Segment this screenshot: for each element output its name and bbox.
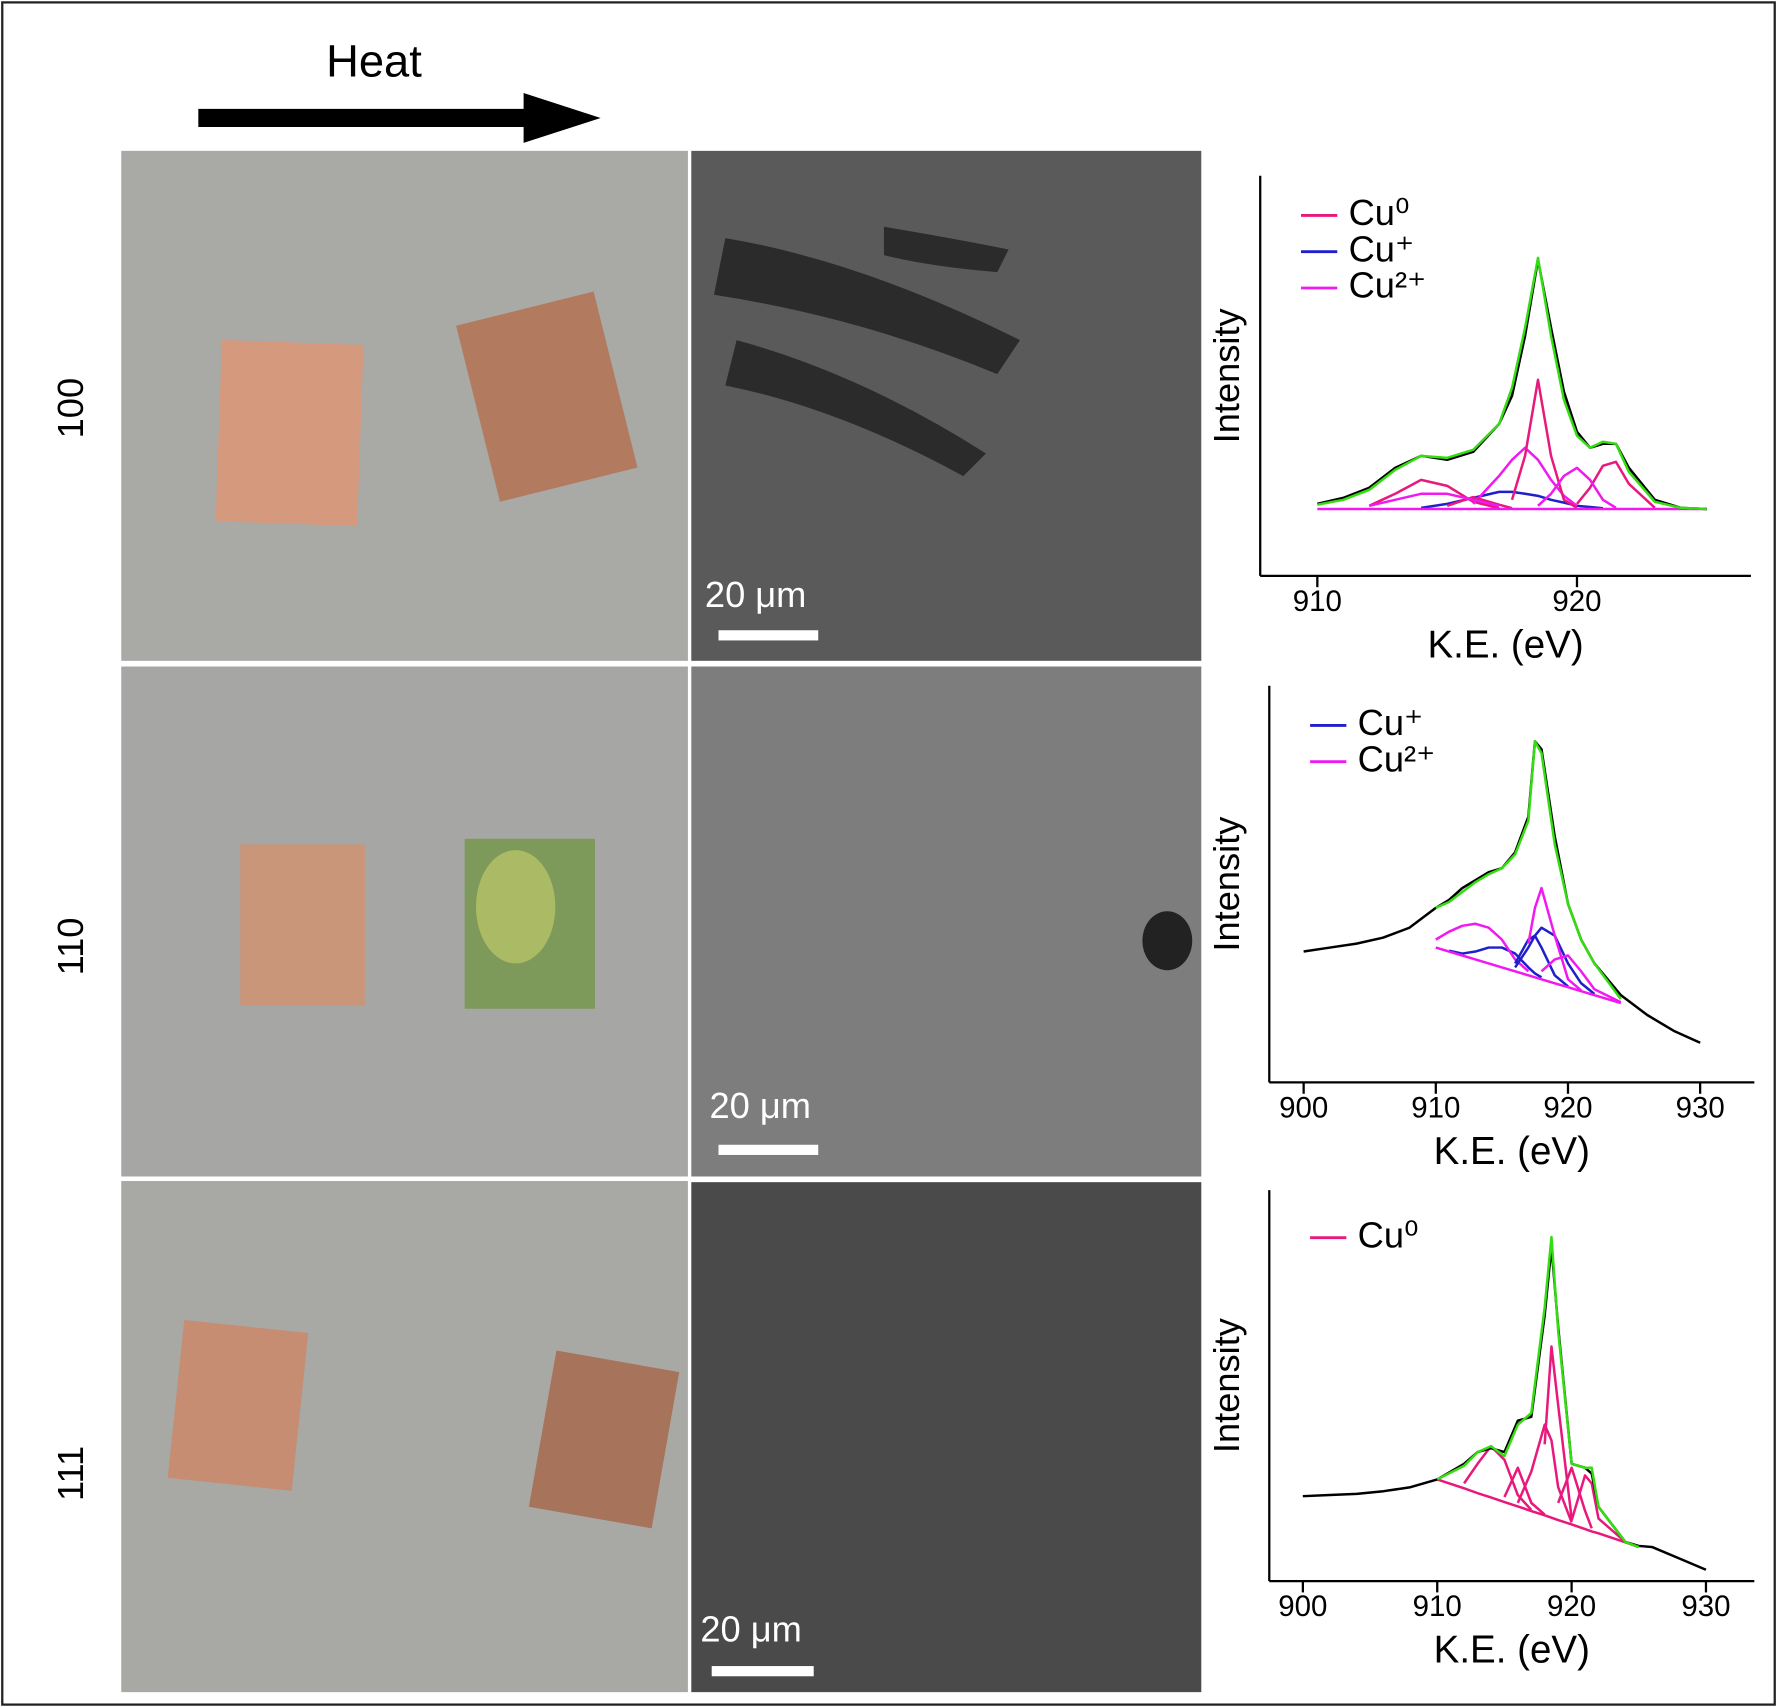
scale-bar xyxy=(719,1145,819,1155)
legend-label: Cu⁰ xyxy=(1358,1214,1419,1255)
scale-bar-label: 20 μm xyxy=(705,574,806,615)
photo xyxy=(121,667,688,1177)
legend-label: Cu⁺ xyxy=(1358,702,1423,743)
photo-panels xyxy=(121,151,688,1692)
x-tick-label: 920 xyxy=(1547,1590,1596,1623)
scale-bar-label: 20 μm xyxy=(700,1609,801,1650)
x-axis-label: K.E. (eV) xyxy=(1427,623,1583,666)
legend-label: Cu⁰ xyxy=(1349,192,1410,233)
x-tick-label: 910 xyxy=(1293,585,1342,618)
copper-sample xyxy=(240,844,365,1005)
x-tick-label: 910 xyxy=(1413,1590,1462,1623)
x-axis-label: K.E. (eV) xyxy=(1434,1629,1590,1672)
x-tick-label: 910 xyxy=(1411,1091,1460,1124)
scale-bar-label: 20 μm xyxy=(709,1085,810,1126)
oxide-film xyxy=(476,850,555,963)
copper-sample xyxy=(168,1320,309,1491)
legend-label: Cu²⁺ xyxy=(1358,738,1436,779)
x-axis-label: K.E. (eV) xyxy=(1434,1130,1590,1173)
x-tick-label: 900 xyxy=(1279,1091,1328,1124)
y-axis-label: Intensity xyxy=(1206,1317,1247,1453)
scale-bar xyxy=(712,1666,814,1676)
x-tick-label: 930 xyxy=(1676,1091,1725,1124)
x-tick-label: 900 xyxy=(1278,1590,1327,1623)
row-label: 110 xyxy=(50,918,91,976)
figure: Heat 20 μm 20 μm 20 μm 100 110 111 910 92… xyxy=(0,0,1777,1707)
scale-bar xyxy=(719,630,819,640)
x-tick-label: 920 xyxy=(1552,585,1601,618)
row-label: 111 xyxy=(50,1446,91,1501)
x-tick-label: 930 xyxy=(1681,1590,1730,1623)
y-axis-label: Intensity xyxy=(1206,816,1247,952)
heat-label: Heat xyxy=(326,36,422,87)
x-tick-label: 920 xyxy=(1543,1091,1592,1124)
legend-label: Cu⁺ xyxy=(1349,228,1414,269)
y-axis-label: Intensity xyxy=(1206,307,1247,443)
copper-sample xyxy=(216,340,364,526)
row-label: 100 xyxy=(50,378,91,438)
sem-panels: 20 μm 20 μm 20 μm xyxy=(691,151,1201,1692)
sem-particle xyxy=(1142,911,1192,970)
legend-label: Cu²⁺ xyxy=(1349,265,1427,306)
